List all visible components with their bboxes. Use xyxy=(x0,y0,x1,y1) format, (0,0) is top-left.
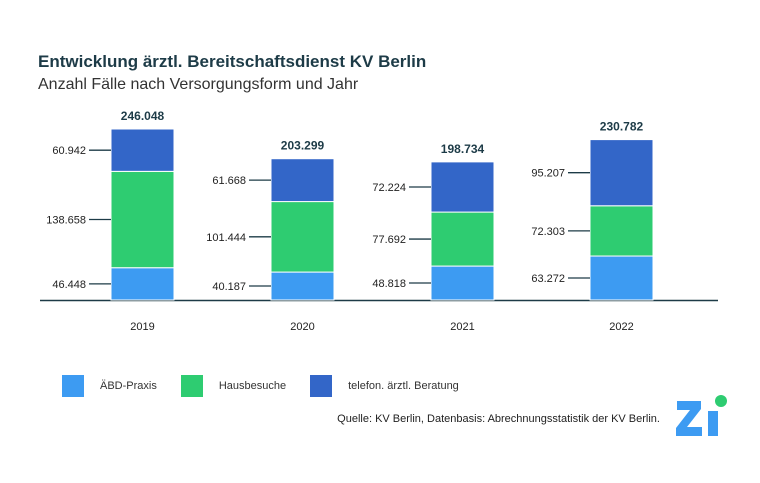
legend-label-abd-praxis: ÄBD-Praxis xyxy=(100,380,157,392)
chart-title: Entwicklung ärztl. Bereitschaftsdienst K… xyxy=(38,52,427,71)
x-tick-label: 2019 xyxy=(130,321,154,333)
value-label: 72.303 xyxy=(531,226,565,238)
value-label: 77.692 xyxy=(372,234,406,246)
total-label: 230.782 xyxy=(600,120,644,134)
bar-segment xyxy=(589,139,654,207)
bar-segment xyxy=(589,205,654,257)
value-label: 60.942 xyxy=(52,145,86,157)
value-label: 61.668 xyxy=(212,175,246,187)
value-label: 95.207 xyxy=(531,168,565,180)
bar-segment xyxy=(430,265,495,301)
bar-segment xyxy=(270,158,335,203)
x-tick-label: 2022 xyxy=(609,321,633,333)
source-note: Quelle: KV Berlin, Datenbasis: Abrechnun… xyxy=(337,413,660,425)
bar-segment xyxy=(430,161,495,213)
legend: ÄBD-Praxis Hausbesuche telefon. ärztl. B… xyxy=(62,375,483,397)
value-label: 138.658 xyxy=(46,215,86,227)
legend-label-hausbesuche: Hausbesuche xyxy=(218,380,287,392)
bar-segment xyxy=(110,170,175,269)
total-label: 246.048 xyxy=(121,109,165,123)
bar-segment xyxy=(110,128,175,172)
value-label: 40.187 xyxy=(212,281,246,293)
total-label: 203.299 xyxy=(281,139,325,153)
x-tick-label: 2021 xyxy=(450,321,474,333)
x-tick-label: 2020 xyxy=(290,321,314,333)
value-label: 101.444 xyxy=(206,232,246,244)
total-label: 198.734 xyxy=(441,142,485,156)
bar-segment xyxy=(270,201,335,273)
value-label: 46.448 xyxy=(52,279,86,291)
value-label: 63.272 xyxy=(531,273,565,285)
bar-segment xyxy=(430,211,495,267)
value-label: 48.818 xyxy=(372,278,406,290)
bar-segment xyxy=(110,267,175,301)
value-label: 72.224 xyxy=(372,182,406,194)
bar-segment xyxy=(270,271,335,301)
legend-swatch-abd-praxis xyxy=(62,375,84,397)
legend-swatch-hausbesuche xyxy=(180,375,203,397)
bar-segment xyxy=(589,255,654,301)
zi-logo xyxy=(676,395,727,436)
legend-label-telefon: telefon. ärztl. Beratung xyxy=(348,380,459,392)
legend-swatch-telefon xyxy=(310,375,333,397)
chart-subtitle: Anzahl Fälle nach Versorgungsform und Ja… xyxy=(38,76,359,93)
